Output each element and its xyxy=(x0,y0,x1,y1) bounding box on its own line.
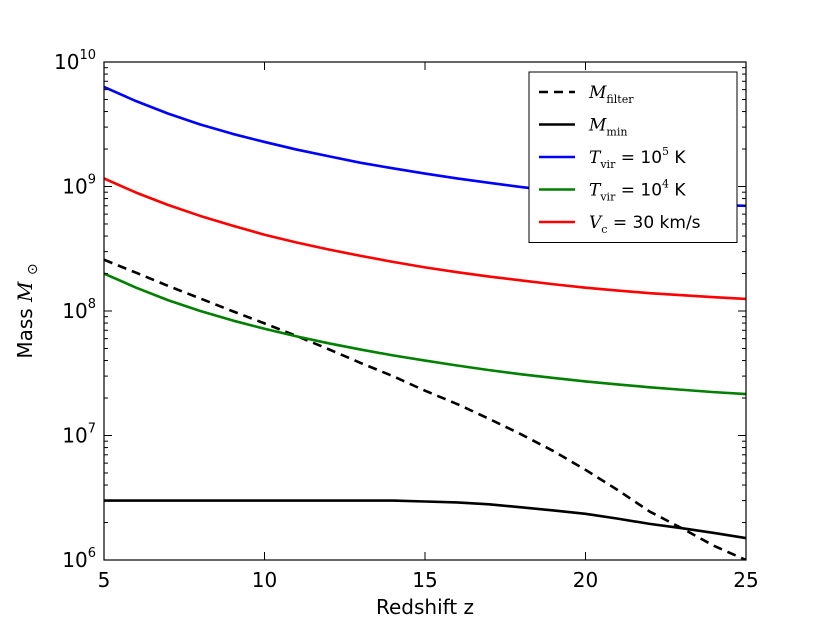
y-tick-label: 108 xyxy=(62,297,96,323)
y-tick-label: 106 xyxy=(62,546,96,572)
legend: Mfilter Mmin Tvir = 105 K Tvir = 104 K Vc = … xyxy=(528,71,738,243)
legend-label: Vc = 30 km/s xyxy=(589,213,701,236)
legend-label: Tvir = 104 K xyxy=(589,178,686,204)
x-axis-label: Redshift z xyxy=(376,595,474,619)
y-axis-label-text: Mass xyxy=(13,308,37,358)
legend-label: Mmin xyxy=(588,116,627,139)
series-line-1 xyxy=(104,258,746,560)
y-tick-label: 1010 xyxy=(54,48,96,74)
x-tick-label: 5 xyxy=(98,568,111,592)
y-axis-label: Mass M ⊙ xyxy=(13,263,41,358)
x-tick-label: 10 xyxy=(252,568,277,592)
series-line-4 xyxy=(104,272,746,396)
series-line-2 xyxy=(104,499,746,540)
y-axis-label-symbol-sub: ⊙ xyxy=(25,263,41,275)
y-axis-label-symbol: M xyxy=(13,281,37,303)
legend-label: Tvir = 105 K xyxy=(589,145,686,171)
ticks-layer xyxy=(103,61,747,561)
y-tick-label: 107 xyxy=(62,422,96,448)
series-line-5 xyxy=(104,177,746,301)
x-tick-label: 25 xyxy=(733,568,758,592)
legend-label: Mfilter xyxy=(588,83,634,106)
x-tick-label: 15 xyxy=(412,568,437,592)
y-tick-label: 109 xyxy=(62,173,96,199)
x-tick-label: 20 xyxy=(573,568,598,592)
tick-labels-layer: 5 10 15 20 25 106 107 108 109 1010 xyxy=(54,48,759,592)
